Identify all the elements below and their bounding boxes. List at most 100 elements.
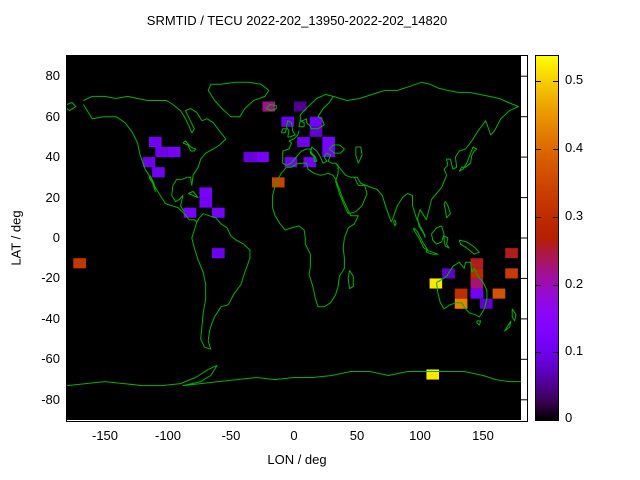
heatmap-cell xyxy=(492,288,506,299)
x-tick-label: 100 xyxy=(409,428,431,443)
x-tick-label: -50 xyxy=(221,428,241,443)
heatmap-cell xyxy=(284,157,298,168)
coastline xyxy=(436,261,488,318)
coastline xyxy=(82,104,198,223)
y-tick-label: -20 xyxy=(41,270,60,285)
coastline xyxy=(285,120,296,138)
coastline xyxy=(476,320,482,326)
heatmap-cell xyxy=(167,147,181,158)
coastline xyxy=(282,138,295,152)
coastline xyxy=(443,235,450,249)
y-tick-label: 40 xyxy=(45,149,60,164)
coastline xyxy=(347,270,354,290)
coastline xyxy=(443,201,451,219)
coastline xyxy=(458,146,478,172)
coastline xyxy=(298,120,305,128)
coastline xyxy=(425,249,439,255)
heatmap-cell xyxy=(183,207,197,218)
y-tick-label: 80 xyxy=(45,68,60,83)
heatmap-cell xyxy=(454,288,468,299)
heatmap-cell xyxy=(426,369,440,380)
coastline xyxy=(265,104,277,112)
heatmap-cell xyxy=(199,197,213,208)
heatmap-cell xyxy=(142,157,156,168)
colorbar-tick-mark xyxy=(536,418,541,419)
heatmap-cell xyxy=(470,288,484,299)
heatmap-cell xyxy=(199,187,213,198)
heatmap-cell xyxy=(155,147,168,158)
coastline xyxy=(504,320,512,332)
heatmap-cell xyxy=(470,278,484,289)
heatmap-cell xyxy=(243,152,257,163)
y-tick-label: 0 xyxy=(52,230,60,245)
colorbar-tick-mark xyxy=(536,352,541,353)
y-tick-label: 20 xyxy=(45,190,60,205)
coastline xyxy=(148,175,156,192)
colorbar-tick-label: 0.4 xyxy=(565,140,584,155)
x-tick-label: 150 xyxy=(472,428,494,443)
heatmap-cell xyxy=(505,268,518,279)
coastline xyxy=(67,364,521,387)
x-tick-label: -150 xyxy=(91,428,119,443)
heatmap-cell xyxy=(480,298,493,309)
coastline xyxy=(207,81,270,118)
colorbar-tick-mark xyxy=(553,285,558,286)
coastline xyxy=(67,102,77,112)
heatmap-cell xyxy=(470,258,484,269)
coastline xyxy=(431,225,445,245)
y-tick-label: -40 xyxy=(41,311,60,326)
heatmap-cell xyxy=(309,116,323,127)
coastline xyxy=(354,176,426,237)
colorbar-tick-mark xyxy=(536,285,541,286)
colorbar-tick-mark xyxy=(553,149,558,150)
coastline xyxy=(393,219,397,227)
chart-title: SRMTID / TECU 2022-202_13950-2022-202_14… xyxy=(146,13,448,28)
coastline xyxy=(511,308,517,322)
colorbar-tick-label: 0.1 xyxy=(565,343,584,358)
colorbar-tick-label: 0.2 xyxy=(565,276,584,291)
heatmap-cell xyxy=(309,126,323,137)
heatmap-cell xyxy=(148,136,162,147)
coastline xyxy=(272,162,359,308)
heatmap-cell xyxy=(256,152,269,163)
heatmap-cell xyxy=(454,298,468,309)
colorbar-tick-mark xyxy=(536,81,541,82)
heatmap-cell xyxy=(212,248,225,259)
coastline xyxy=(332,81,519,239)
coastline xyxy=(191,213,251,350)
heatmap-cell xyxy=(297,136,310,147)
colorbar-tick-label: 0.3 xyxy=(565,208,584,223)
colorbar-tick-mark xyxy=(553,418,558,419)
coastline xyxy=(328,144,345,154)
x-tick-label: 0 xyxy=(290,428,298,443)
heatmap-cell xyxy=(505,248,518,259)
x-tick-label: 50 xyxy=(349,428,365,443)
coastline xyxy=(355,146,363,164)
heatmap-cell xyxy=(322,147,335,158)
x-tick-label: -100 xyxy=(154,428,182,443)
colorbar-tick-mark xyxy=(553,217,558,218)
coastline xyxy=(280,128,287,134)
colorbar-tick-label: 0.5 xyxy=(565,72,584,87)
colorbar-tick-mark xyxy=(536,149,541,150)
heatmap-cell xyxy=(303,157,317,168)
colorbar-tick-mark xyxy=(553,352,558,353)
coastline xyxy=(413,227,429,251)
colorbar xyxy=(535,55,559,421)
coastline xyxy=(458,239,480,255)
coastline xyxy=(282,146,368,215)
y-tick-label: 60 xyxy=(45,109,60,124)
world-heatmap-plot xyxy=(66,55,528,422)
plot-frame xyxy=(66,55,528,422)
heatmap-cell xyxy=(152,167,165,178)
colorbar-tick-mark xyxy=(553,81,558,82)
heatmap-cell xyxy=(429,278,443,289)
coastline xyxy=(293,130,300,140)
colorbar-tick-label: 0 xyxy=(565,410,573,425)
heatmap-cell xyxy=(73,258,86,269)
heatmap-cell xyxy=(271,177,285,188)
coastline xyxy=(187,191,199,199)
y-tick-label: -80 xyxy=(41,392,60,407)
heatmap-cell xyxy=(294,101,307,112)
